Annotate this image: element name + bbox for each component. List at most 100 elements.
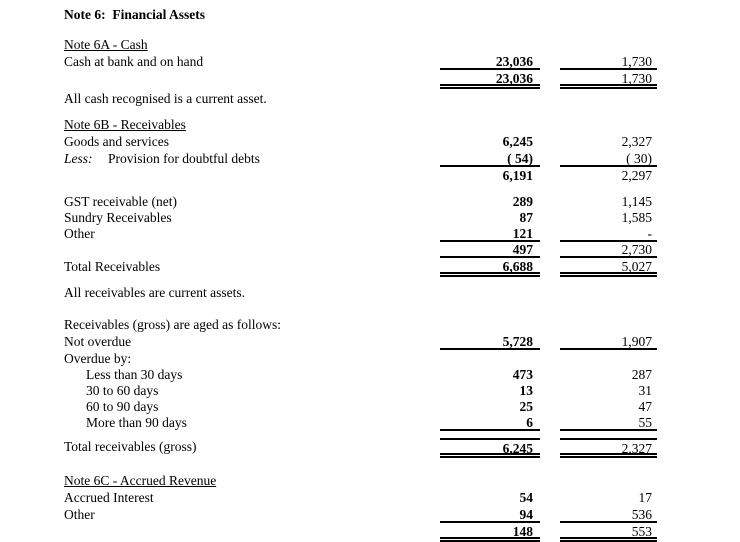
row-not-overdue: Not overdue 5,728 1,907: [64, 333, 657, 350]
row-accrued-interest: Accrued Interest 54 17: [64, 489, 657, 506]
provision-label: Provision for doubtful debts: [108, 151, 260, 166]
row-cash-at-bank: Cash at bank and on hand 23,036 1,730: [64, 53, 657, 70]
note-6b-text: All receivables are current assets.: [64, 285, 246, 300]
amount-prior: 553: [560, 523, 657, 542]
column-gap: [540, 523, 560, 542]
row-label: Total Receivables: [64, 259, 161, 274]
spacer: [64, 107, 657, 116]
amount-prior: 31: [638, 383, 653, 398]
column-gap: [540, 53, 560, 70]
amount-current: 6,245: [502, 134, 533, 149]
amount-prior: 1,730: [560, 70, 657, 89]
note-title-row: Note 6: Financial Assets: [64, 6, 657, 23]
amount-prior: 1,585: [621, 210, 652, 225]
spacer: [64, 184, 657, 193]
note-title: Note 6: Financial Assets: [64, 7, 205, 22]
column-gap: [540, 193, 560, 210]
row-total-receivables: Total Receivables 6,688 5,027: [64, 258, 657, 277]
amount-current: 6: [440, 415, 540, 431]
column-gap: [540, 383, 560, 399]
amount-current: 5,728: [440, 333, 540, 350]
amount-current: 54: [519, 490, 534, 505]
amount-prior: 2,327: [560, 438, 657, 458]
amount-current: 497: [440, 242, 540, 258]
row-label: Sundry Receivables: [64, 210, 172, 225]
column-gap: [540, 399, 560, 415]
row-label: Goods and services: [64, 134, 169, 149]
row-label: [64, 167, 440, 184]
spacer: [64, 458, 657, 472]
amount-current: 6,245: [440, 438, 540, 458]
column-gap: [540, 242, 560, 258]
row-label: Cash at bank and on hand: [64, 54, 204, 69]
column-gap: [540, 333, 560, 350]
amount-current: 289: [512, 194, 533, 209]
row-gst-receivable: GST receivable (net) 289 1,145: [64, 193, 657, 210]
row-sundry-receivables: Sundry Receivables 87 1,585: [64, 210, 657, 226]
section-6b-heading: Note 6B - Receivables: [64, 117, 186, 132]
amount-current: 25: [519, 399, 534, 414]
row-overdue-more-90: More than 90 days 6 55: [64, 415, 657, 431]
amount-prior: 2,297: [621, 168, 652, 183]
amount-current: 473: [512, 367, 533, 382]
row-other-receivables: Other 121 -: [64, 226, 657, 242]
row-label: Less: Provision for doubtful debts: [64, 150, 440, 167]
amount-prior: 17: [638, 490, 653, 505]
row-provision-doubtful-debts: Less: Provision for doubtful debts ( 54) …: [64, 150, 657, 167]
amount-prior: 1,145: [621, 194, 652, 209]
column-gap: [540, 150, 560, 167]
column-gap: [540, 70, 560, 89]
row-label: Other: [64, 507, 95, 522]
aging-intro-text: Receivables (gross) are aged as follows:: [64, 317, 282, 332]
row-goods-and-services: Goods and services 6,245 2,327: [64, 133, 657, 150]
column-gap: [540, 226, 560, 242]
amount-prior: 47: [638, 399, 653, 414]
column-gap: [540, 438, 560, 458]
row-label: GST receivable (net): [64, 194, 177, 209]
amount-prior: 1,730: [560, 53, 657, 70]
aging-intro-row: Receivables (gross) are aged as follows:: [64, 316, 657, 333]
row-label: [64, 242, 440, 258]
amount-prior: 2,730: [560, 242, 657, 258]
column-gap: [540, 258, 560, 277]
row-overdue-60-90: 60 to 90 days 25 47: [64, 399, 657, 415]
amount-prior: ( 30): [560, 150, 657, 167]
amount-current: 6,191: [502, 168, 533, 183]
row-label: [64, 70, 440, 89]
row-label: Other: [64, 226, 95, 241]
row-accrued-other: Other 94 536: [64, 506, 657, 523]
amount-current: 148: [440, 523, 540, 542]
row-label: Total receivables (gross): [64, 439, 197, 454]
amount-current: 121: [440, 226, 540, 242]
row-overdue-30-60: 30 to 60 days 13 31: [64, 383, 657, 399]
row-net-goods-services: 6,191 2,297: [64, 167, 657, 184]
overdue-by-row: Overdue by:: [64, 350, 657, 367]
amount-prior: 55: [560, 415, 657, 431]
row-total-receivables-gross: Total receivables (gross) 6,245 2,327: [64, 438, 657, 458]
amount-current: 23,036: [440, 70, 540, 89]
row-cash-total: 23,036 1,730: [64, 70, 657, 89]
row-label: Accrued Interest: [64, 490, 154, 505]
amount-prior: 287: [631, 367, 652, 382]
amount-current: 13: [519, 383, 534, 398]
column-gap: [540, 210, 560, 226]
amount-prior: 536: [560, 506, 657, 523]
row-overdue-less-30: Less than 30 days 473 287: [64, 367, 657, 383]
amount-current: 23,036: [440, 53, 540, 70]
spacer: [64, 277, 657, 284]
note-6a-text: All cash recognised is a current asset.: [64, 91, 267, 106]
row-label: [64, 523, 440, 542]
row-accrued-total: 148 553: [64, 523, 657, 542]
row-other-subtotal: 497 2,730: [64, 242, 657, 258]
spacer: [64, 301, 657, 316]
section-6c-heading: Note 6C - Accrued Revenue: [64, 473, 217, 488]
column-gap: [540, 133, 560, 150]
row-label: Not overdue: [64, 334, 132, 349]
spacer: [64, 23, 657, 36]
amount-current: 94: [440, 506, 540, 523]
row-label: 30 to 60 days: [86, 383, 159, 398]
section-6a-heading-row: Note 6A - Cash: [64, 36, 657, 53]
column-gap: [540, 415, 560, 431]
row-label: 60 to 90 days: [86, 399, 159, 414]
